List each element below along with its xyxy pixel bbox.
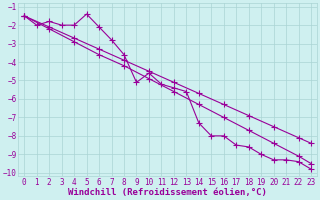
- X-axis label: Windchill (Refroidissement éolien,°C): Windchill (Refroidissement éolien,°C): [68, 188, 267, 197]
